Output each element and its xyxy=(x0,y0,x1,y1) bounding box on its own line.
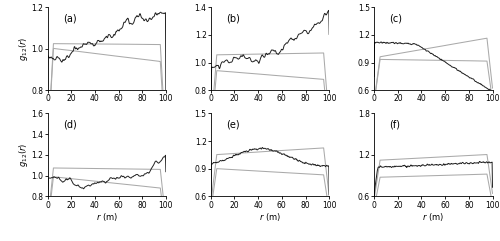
X-axis label: $r$ (m): $r$ (m) xyxy=(422,211,444,223)
Text: (b): (b) xyxy=(226,13,240,23)
Text: (c): (c) xyxy=(390,13,402,23)
Text: (a): (a) xyxy=(63,13,76,23)
X-axis label: $r$ (m): $r$ (m) xyxy=(96,211,118,223)
Text: (d): (d) xyxy=(63,119,76,129)
Text: (e): (e) xyxy=(226,119,240,129)
Y-axis label: $g_{12}(r)$: $g_{12}(r)$ xyxy=(17,37,30,61)
Text: (f): (f) xyxy=(390,119,400,129)
X-axis label: $r$ (m): $r$ (m) xyxy=(259,211,281,223)
Y-axis label: $g_{12}(r)$: $g_{12}(r)$ xyxy=(17,143,30,167)
